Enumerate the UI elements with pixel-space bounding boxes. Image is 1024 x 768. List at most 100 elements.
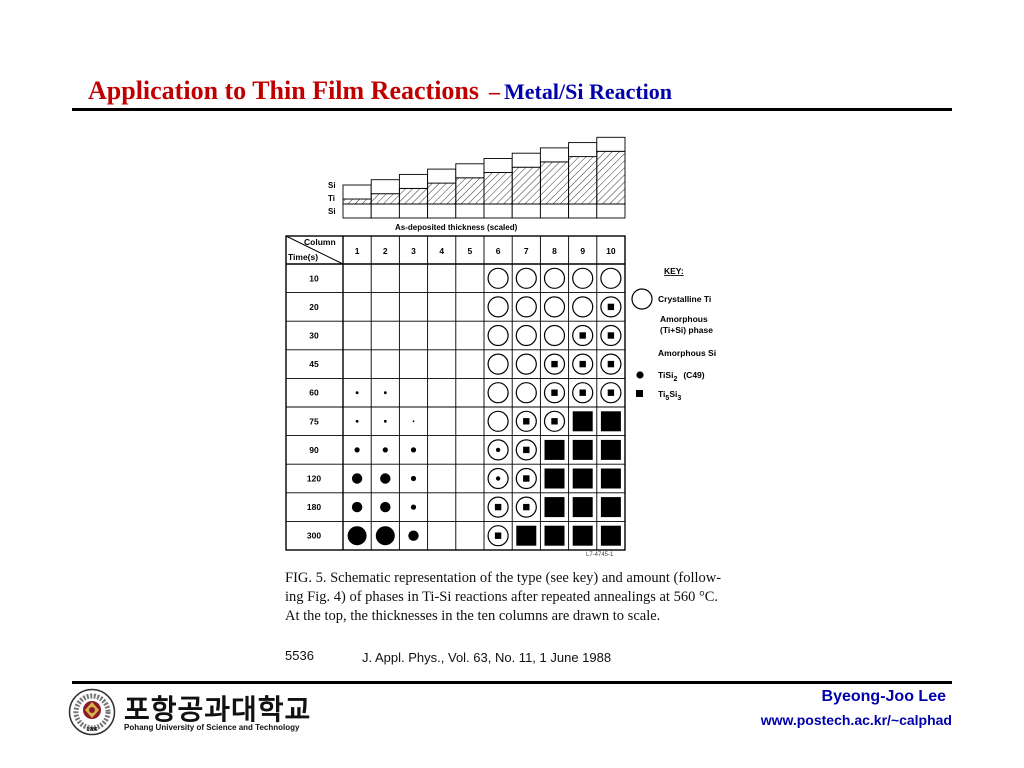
time-headers: 10 20 30 45 60 75 90 120 180 300 bbox=[307, 273, 321, 540]
column-header: 4 bbox=[439, 246, 444, 256]
crystalline-ti-mark bbox=[600, 353, 622, 375]
slide-title: Application to Thin Film Reactions – Metal… bbox=[88, 76, 672, 106]
key-tisi2-label: TiSi2 (C49) bbox=[658, 370, 705, 383]
column-header: 5 bbox=[468, 246, 473, 256]
crystalline-ti-mark bbox=[543, 267, 566, 289]
crystalline-ti-mark bbox=[515, 353, 537, 375]
column-header: 3 bbox=[411, 246, 416, 256]
ti5si3-mark bbox=[572, 411, 593, 432]
tisi2-mark bbox=[355, 419, 359, 423]
key-crystalline-label: Crystalline Ti bbox=[658, 294, 711, 304]
crystalline-ti-mark bbox=[487, 496, 509, 518]
corner-column-label: Column bbox=[304, 237, 336, 247]
ti5si3-mark bbox=[600, 411, 621, 432]
stack-si-top bbox=[370, 179, 400, 195]
ti5si3-mark bbox=[544, 497, 565, 518]
ti5si3-mark bbox=[544, 525, 565, 546]
crystalline-ti-mark bbox=[572, 324, 594, 347]
stack-si-top bbox=[596, 136, 626, 152]
tisi2-mark bbox=[375, 526, 395, 546]
crystalline-ti-mark bbox=[543, 382, 566, 404]
crystalline-ti-mark bbox=[543, 296, 566, 318]
crystalline-ti-mark bbox=[572, 353, 594, 375]
layer-label-ti: Ti bbox=[328, 194, 335, 203]
stack-si-bottom bbox=[370, 203, 400, 219]
university-name-english: Pohang University of Science and Technol… bbox=[124, 723, 300, 732]
crystalline-ti-mark bbox=[487, 467, 509, 490]
tisi2-mark bbox=[354, 447, 360, 453]
ti5si3-inner-mark bbox=[607, 360, 615, 368]
key-amorphous-phase-label: (Ti+Si) phase bbox=[660, 325, 713, 335]
title-dash: – bbox=[489, 79, 501, 104]
key-crystalline-icon bbox=[631, 288, 653, 310]
column-header: 1 bbox=[355, 246, 360, 256]
stack-ti-layer bbox=[342, 198, 372, 205]
time-header: 30 bbox=[309, 331, 319, 341]
ti5si3-inner-mark bbox=[607, 389, 615, 396]
key-ti5si3-si: Si bbox=[669, 389, 677, 399]
crystalline-ti-mark bbox=[487, 410, 509, 432]
university-name-korean: 포항공과대학교 bbox=[124, 694, 312, 725]
key-tisi2-sub: 2 bbox=[673, 376, 677, 383]
ti5si3-mark bbox=[544, 468, 565, 489]
ti5si3-mark bbox=[544, 439, 565, 460]
time-header: 75 bbox=[309, 416, 319, 426]
corner-time-label: Time(s) bbox=[288, 252, 318, 262]
ti5si3-mark bbox=[600, 439, 621, 460]
tisi2-inner-mark bbox=[495, 447, 501, 453]
deposited-label: As-deposited thickness (scaled) bbox=[395, 223, 518, 232]
stack-si-top bbox=[568, 142, 598, 158]
time-header: 120 bbox=[307, 474, 321, 484]
author-url: www.postech.ac.kr/~calphad bbox=[760, 712, 952, 728]
ti5si3-inner-mark bbox=[523, 475, 530, 482]
column-header: 10 bbox=[606, 246, 616, 256]
crystalline-ti-mark bbox=[515, 267, 537, 289]
crystalline-ti-mark bbox=[487, 296, 509, 318]
ti5si3-mark bbox=[572, 497, 593, 518]
tisi2-mark bbox=[351, 473, 363, 484]
ti5si3-inner-mark bbox=[551, 418, 558, 425]
crystalline-ti-mark bbox=[487, 382, 509, 404]
key-ti5si3-sub3: 3 bbox=[677, 395, 681, 402]
tisi2-inner-mark bbox=[495, 476, 501, 481]
caption-line-3: At the top, the thicknesses in the ten c… bbox=[285, 608, 661, 624]
column-header: 2 bbox=[383, 246, 388, 256]
key-tisi2-icon bbox=[636, 371, 644, 379]
time-header: 10 bbox=[309, 273, 319, 283]
crystalline-ti-mark bbox=[572, 267, 594, 289]
crystalline-ti-mark bbox=[543, 353, 566, 375]
time-header: 45 bbox=[309, 359, 319, 369]
key-tisi2-text: TiSi bbox=[658, 370, 673, 380]
crystalline-ti-mark bbox=[515, 382, 537, 404]
tisi2-mark bbox=[380, 501, 391, 513]
university-seal-icon: 1986 bbox=[68, 688, 116, 736]
stack-si-top bbox=[342, 184, 372, 200]
ti5si3-inner-mark bbox=[523, 446, 530, 454]
ti5si3-mark bbox=[572, 439, 593, 460]
phase-marks bbox=[347, 267, 622, 547]
column-header: 9 bbox=[580, 246, 585, 256]
tisi2-mark bbox=[410, 447, 417, 453]
stack-ti-layer bbox=[539, 161, 570, 205]
stack-ti-layer bbox=[455, 177, 485, 205]
column-header: 8 bbox=[552, 246, 557, 256]
ti5si3-inner-mark bbox=[551, 360, 558, 368]
caption-line-1: FIG. 5. Schematic representation of the … bbox=[285, 570, 722, 586]
crystalline-ti-mark bbox=[600, 267, 622, 289]
ti5si3-mark bbox=[600, 497, 621, 518]
reference-page: 5536 bbox=[285, 648, 314, 663]
crystalline-ti-mark bbox=[572, 382, 594, 404]
crystalline-ti-mark bbox=[600, 296, 622, 318]
crystalline-ti-mark bbox=[543, 324, 566, 347]
crystalline-ti-mark bbox=[543, 410, 566, 432]
stack-si-top bbox=[455, 163, 485, 179]
tisi2-mark bbox=[412, 420, 415, 423]
time-header: 20 bbox=[309, 302, 319, 312]
crystalline-ti-mark bbox=[515, 296, 537, 318]
column-headers: 1 2 3 4 5 6 7 8 9 10 bbox=[355, 246, 616, 256]
time-header: 60 bbox=[309, 388, 319, 398]
caption-line-2: ing Fig. 4) of phases in Ti-Si reactions… bbox=[285, 589, 719, 605]
key-amorphous-label: Amorphous bbox=[660, 314, 708, 324]
stack-ti-layer bbox=[398, 187, 429, 205]
title-rule bbox=[72, 108, 952, 111]
